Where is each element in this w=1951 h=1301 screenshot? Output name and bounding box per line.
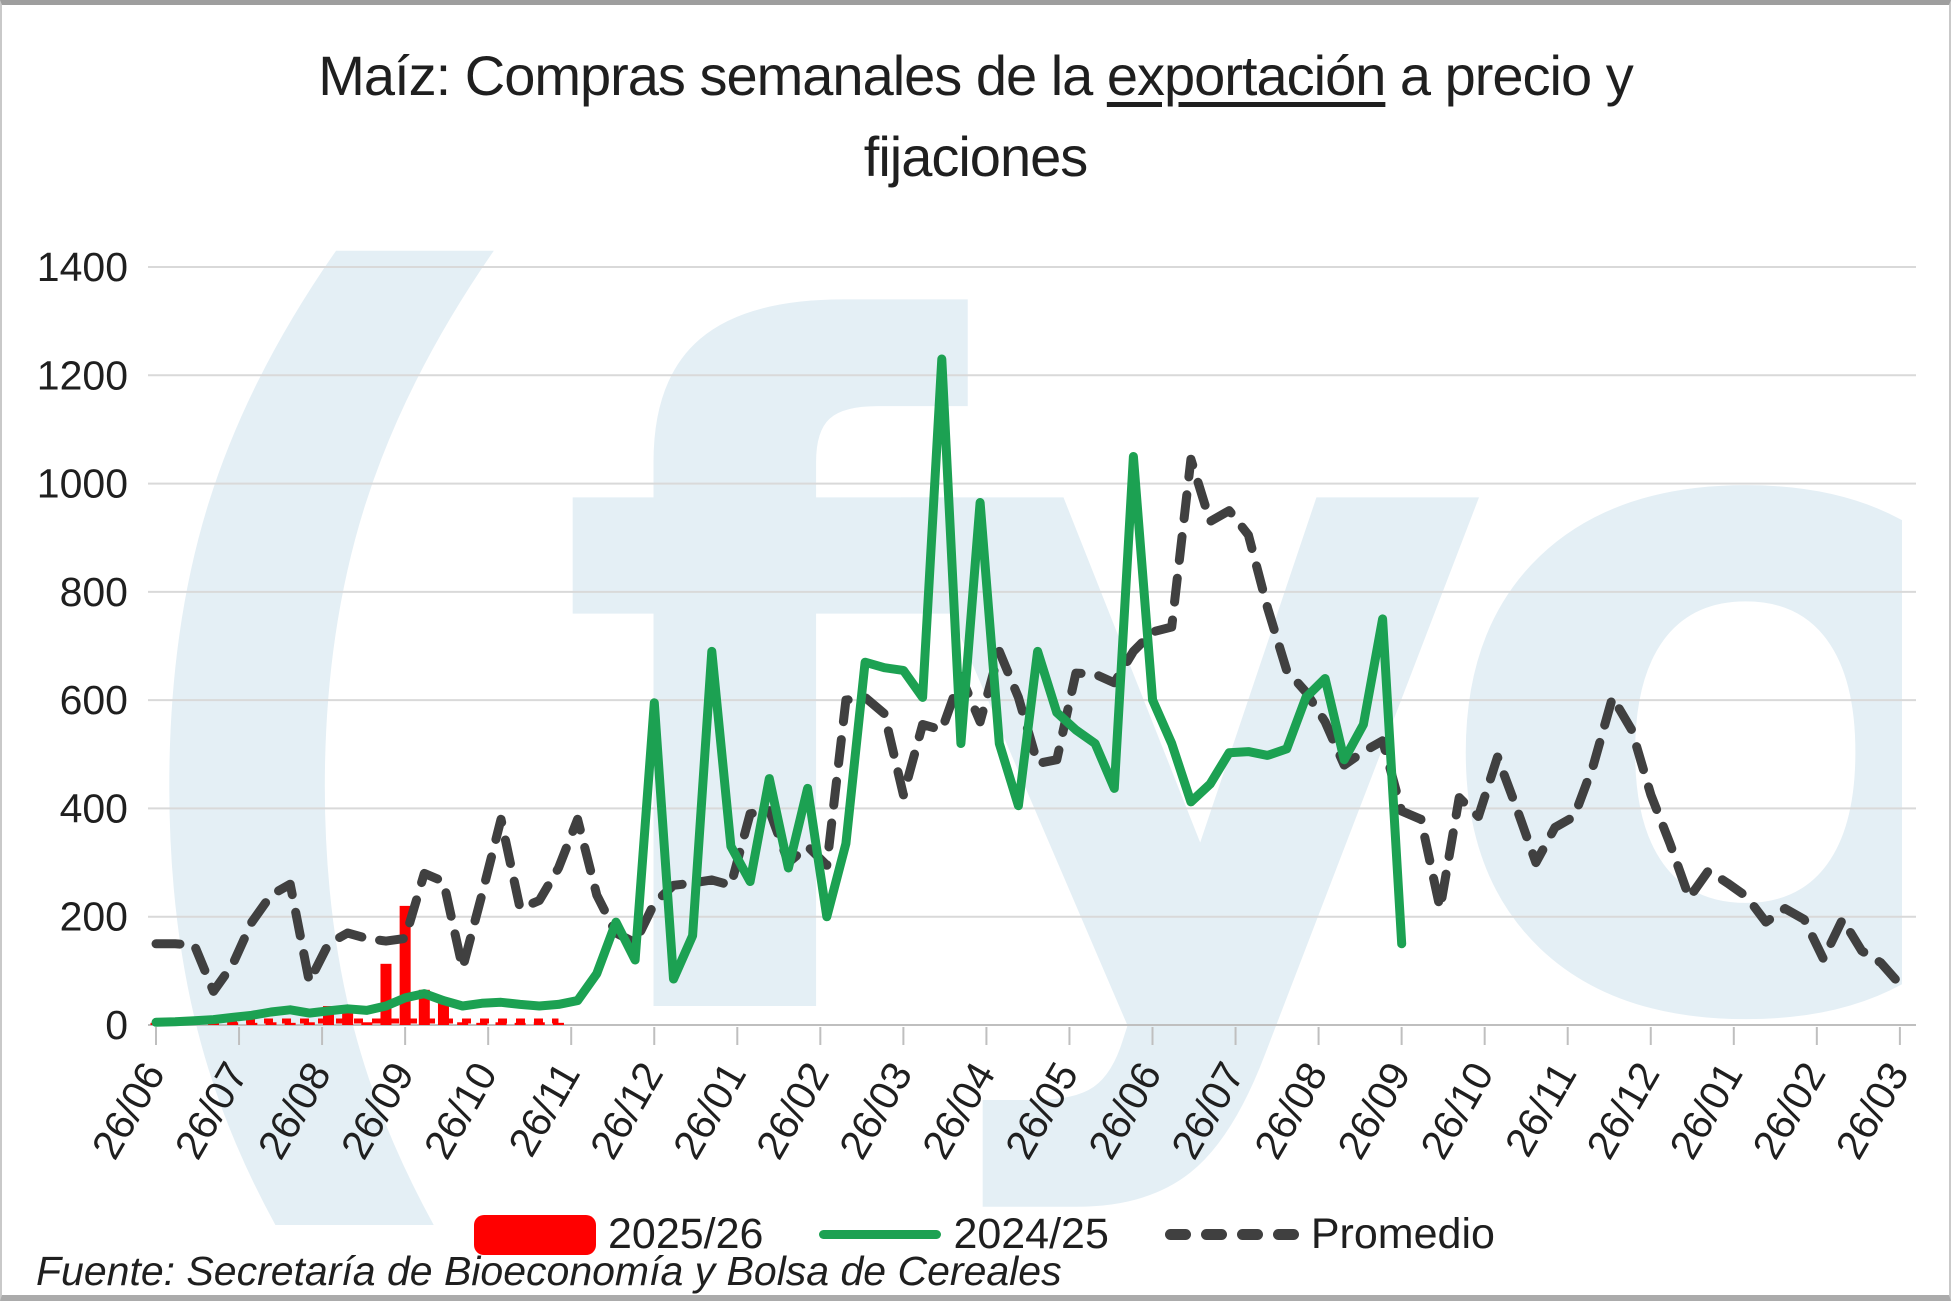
x-tick-label: 26/06 [83, 1055, 174, 1167]
x-tick-label: 26/10 [415, 1055, 506, 1167]
bar [495, 1022, 507, 1025]
x-tick-label: 26/07 [166, 1055, 257, 1167]
x-tick-label: 26/02 [747, 1055, 838, 1167]
y-tick-label: 1400 [37, 244, 128, 290]
legend-label: 2025/26 [608, 1210, 764, 1258]
y-tick-label: 600 [60, 677, 128, 723]
bar [437, 1003, 449, 1025]
x-tick-label: 26/12 [1577, 1055, 1668, 1167]
y-tick-label: 400 [60, 785, 128, 831]
x-tick-label: 26/08 [1245, 1055, 1336, 1167]
y-tick-label: 1000 [37, 461, 128, 507]
chart-title-line2: fijaciones [863, 125, 1088, 189]
bar [514, 1022, 526, 1025]
bar [361, 1022, 373, 1025]
legend-label: 2024/25 [953, 1210, 1109, 1258]
bar [342, 1006, 354, 1025]
x-tick-label: 26/08 [249, 1055, 340, 1167]
bar [303, 1022, 315, 1025]
bar [399, 905, 411, 1025]
chart-title-text-end: a precio y [1385, 44, 1634, 107]
x-tick-label: 26/04 [913, 1055, 1004, 1167]
x-tick-label: 26/11 [499, 1055, 589, 1164]
legend-line-swatch [819, 1230, 942, 1239]
y-axis-labels: 0 200 400 600 800 1000 1200 1400 [37, 244, 128, 1048]
x-tick-label: 26/07 [1162, 1055, 1253, 1167]
x-tick-label: 26/06 [1079, 1055, 1170, 1167]
x-tick-label: 26/05 [996, 1055, 1087, 1167]
y-tick-label: 200 [60, 894, 128, 940]
bar [418, 989, 430, 1025]
bar [380, 963, 392, 1025]
chart-svg: 020040060080010001200140026/0626/0726/08… [37, 244, 1918, 1166]
bar [552, 1022, 564, 1025]
y-tick-label: 800 [60, 569, 128, 615]
bar [227, 1022, 239, 1025]
bar [476, 1022, 488, 1025]
bar [246, 1022, 258, 1025]
source-note: Fuente: Secretaría de Bioeconomía y Bols… [36, 1248, 1062, 1294]
x-tick-label: 26/09 [332, 1055, 423, 1167]
bar [457, 1022, 469, 1025]
x-tick-label: 26/02 [1743, 1055, 1834, 1167]
x-tick-label: 26/03 [1827, 1055, 1918, 1167]
bar [284, 1022, 296, 1025]
chart-title: Maíz: Compras semanales de la exportació… [2, 35, 1949, 197]
legend-label: Promedio [1310, 1210, 1495, 1258]
line-series-2024-25 [151, 354, 1407, 1027]
x-tick-label: 26/03 [830, 1055, 921, 1167]
legend-item-2024-25: 2024/25 [819, 1210, 1109, 1259]
x-tick-label: 26/10 [1411, 1055, 1502, 1167]
chart-title-line1: Maíz: Compras semanales de la exportació… [2, 35, 1949, 116]
x-tick-label: 26/11 [1496, 1055, 1586, 1164]
x-tick-label: 26/01 [1660, 1055, 1751, 1167]
x-tick-label: 26/01 [664, 1055, 755, 1167]
legend-item-promedio: Promedio [1164, 1210, 1495, 1259]
bar [265, 1022, 277, 1025]
legend-dash-swatch [1164, 1229, 1299, 1240]
bar [533, 1022, 545, 1025]
bar [322, 1006, 334, 1025]
x-tick-label: 26/12 [581, 1055, 672, 1167]
chart-title-text: Maíz: Compras semanales de la [318, 44, 1107, 107]
y-tick-label: 1200 [37, 352, 128, 398]
x-axis: 26/0626/0726/0826/0926/1026/1126/1226/01… [83, 1027, 1918, 1166]
legend-item-2025-26: 2025/26 [474, 1210, 763, 1259]
chart-title-underlined-word: exportación [1106, 44, 1387, 107]
chart-legend: 2025/26 2024/25 Promedio [474, 1210, 1495, 1259]
y-tick-label: 0 [105, 1002, 128, 1048]
x-tick-label: 26/09 [1328, 1055, 1419, 1167]
legend-bar-swatch [474, 1214, 596, 1255]
